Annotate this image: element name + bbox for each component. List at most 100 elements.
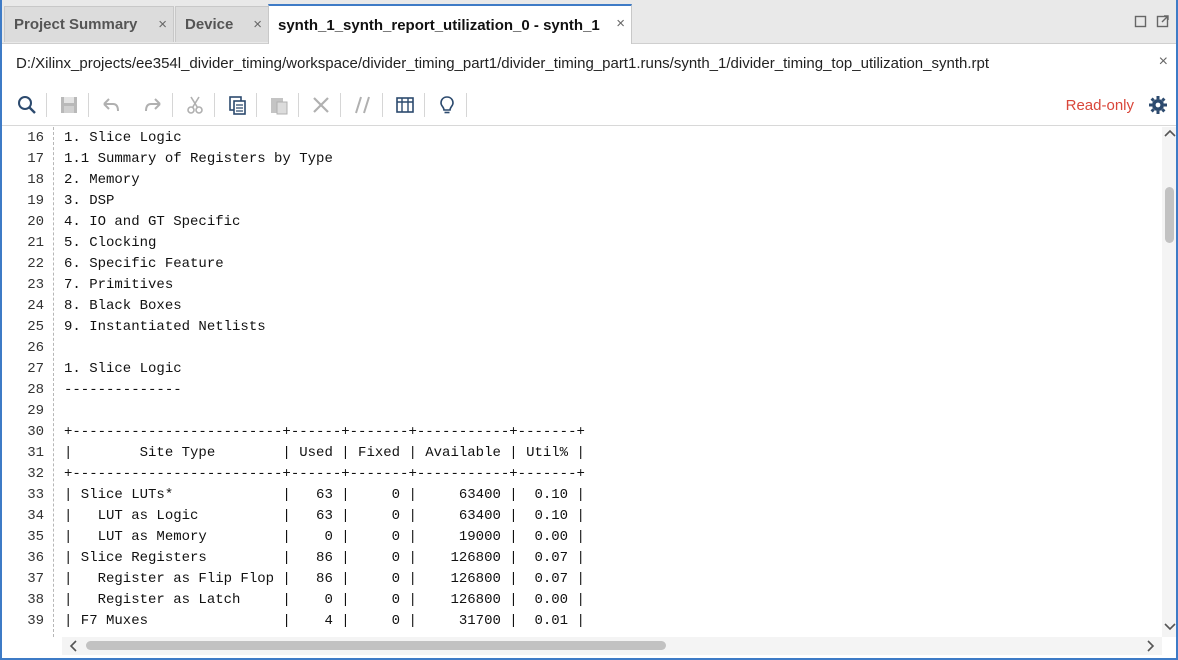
close-icon[interactable]: × — [253, 16, 262, 33]
file-path: D:/Xilinx_projects/ee354l_divider_timing… — [16, 55, 990, 72]
line-number: 27 — [27, 361, 44, 377]
line-number: 17 — [27, 151, 44, 167]
line-text: | Register as Flip Flop | 86 | 0 | 12680… — [64, 571, 585, 587]
line-number: 26 — [27, 340, 44, 356]
close-icon[interactable]: × — [1158, 53, 1168, 70]
tab-utilization-report[interactable]: synth_1_synth_report_utilization_0 - syn… — [268, 4, 632, 44]
code-line[interactable]: 37 | Register as Flip Flop | 86 | 0 | 126… — [2, 569, 1162, 590]
code-line[interactable]: 32 +-------------------------+------+----… — [2, 464, 1162, 485]
line-number: 23 — [27, 277, 44, 293]
line-number: 21 — [27, 235, 44, 251]
code-line[interactable]: 17 1.1 Summary of Registers by Type — [2, 149, 1162, 170]
line-number: 24 — [27, 298, 44, 314]
scroll-right-icon[interactable] — [1146, 640, 1156, 655]
horizontal-scrollbar[interactable] — [62, 637, 1162, 655]
lightbulb-icon[interactable] — [436, 94, 458, 116]
save-icon[interactable] — [58, 94, 80, 116]
tab-device[interactable]: Device × — [175, 6, 269, 42]
tab-label: Project Summary — [14, 16, 138, 33]
line-number: 39 — [27, 613, 44, 629]
line-number: 37 — [27, 571, 44, 587]
close-icon[interactable]: × — [158, 16, 167, 33]
line-text: 5. Clocking — [64, 235, 157, 251]
scroll-down-icon[interactable] — [1164, 621, 1176, 635]
code-line[interactable]: 23 7. Primitives — [2, 275, 1162, 296]
tab-bar: Project Summary × Device × synth_1_synth… — [2, 0, 1176, 44]
columns-icon[interactable] — [394, 94, 416, 116]
tab-label: Device — [185, 16, 234, 33]
line-text: 8. Black Boxes — [64, 298, 182, 314]
search-icon[interactable] — [16, 94, 38, 116]
line-number: 33 — [27, 487, 44, 503]
undo-icon[interactable] — [100, 94, 122, 116]
line-number: 31 — [27, 445, 44, 461]
line-number: 30 — [27, 424, 44, 440]
code-line[interactable]: 18 2. Memory — [2, 170, 1162, 191]
line-number: 20 — [27, 214, 44, 230]
tab-label: synth_1_synth_report_utilization_0 - syn… — [278, 16, 600, 34]
line-number: 25 — [27, 319, 44, 335]
line-number: 28 — [27, 382, 44, 398]
code-line[interactable]: 33 | Slice LUTs* | 63 | 0 | 63400 | 0.10 … — [2, 485, 1162, 506]
paste-icon[interactable] — [268, 94, 290, 116]
line-text: -------------- — [64, 382, 182, 398]
code-line[interactable]: 34 | LUT as Logic | 63 | 0 | 63400 | 0.10… — [2, 506, 1162, 527]
line-number: 35 — [27, 529, 44, 545]
code-line[interactable]: 35 | LUT as Memory | 0 | 0 | 19000 | 0.00… — [2, 527, 1162, 548]
line-text: | LUT as Memory | 0 | 0 | 19000 | 0.00 | — [64, 529, 585, 545]
code-line[interactable]: 24 8. Black Boxes — [2, 296, 1162, 317]
code-line[interactable]: 36 | Slice Registers | 86 | 0 | 126800 | … — [2, 548, 1162, 569]
editor-toolbar: Read-only — [2, 84, 1176, 126]
code-line[interactable]: 27 1. Slice Logic — [2, 359, 1162, 380]
code-line[interactable]: 29 — [2, 401, 1162, 422]
tab-project-summary[interactable]: Project Summary × — [4, 6, 174, 42]
close-icon[interactable]: × — [616, 15, 625, 32]
line-number: 19 — [27, 193, 44, 209]
code-line[interactable]: 21 5. Clocking — [2, 233, 1162, 254]
line-text: +-------------------------+------+------… — [64, 424, 585, 440]
code-line[interactable]: 20 4. IO and GT Specific — [2, 212, 1162, 233]
line-text: 6. Specific Feature — [64, 256, 224, 272]
scroll-left-icon[interactable] — [68, 640, 78, 655]
line-text: | F7 Muxes | 4 | 0 | 31700 | 0.01 | — [64, 613, 585, 629]
line-number: 32 — [27, 466, 44, 482]
report-text-area[interactable]: 16 1. Slice Logic 17 1.1 Summary of Registe… — [2, 127, 1162, 637]
line-text: | Register as Latch | 0 | 0 | 126800 | 0… — [64, 592, 585, 608]
line-text: | Slice LUTs* | 63 | 0 | 63400 | 0.10 | — [64, 487, 585, 503]
maximize-icon[interactable] — [1156, 14, 1170, 28]
code-line[interactable]: 25 9. Instantiated Netlists — [2, 317, 1162, 338]
comment-icon[interactable] — [352, 94, 374, 116]
copy-icon[interactable] — [226, 94, 248, 116]
code-line[interactable]: 38 | Register as Latch | 0 | 0 | 126800 |… — [2, 590, 1162, 611]
line-text: 1. Slice Logic — [64, 130, 182, 146]
code-line[interactable]: 22 6. Specific Feature — [2, 254, 1162, 275]
line-text: 1.1 Summary of Registers by Type — [64, 151, 333, 167]
line-text: 4. IO and GT Specific — [64, 214, 241, 230]
delete-icon[interactable] — [310, 94, 332, 116]
gear-icon[interactable] — [1148, 95, 1168, 115]
line-number: 29 — [27, 403, 44, 419]
restore-icon[interactable] — [1134, 14, 1148, 28]
code-line[interactable]: 30 +-------------------------+------+----… — [2, 422, 1162, 443]
line-text: | Site Type | Used | Fixed | Available |… — [64, 445, 585, 461]
code-line[interactable]: 31 | Site Type | Used | Fixed | Available… — [2, 443, 1162, 464]
line-text: | LUT as Logic | 63 | 0 | 63400 | 0.10 | — [64, 508, 585, 524]
vertical-scroll-thumb[interactable] — [1165, 187, 1174, 243]
redo-icon[interactable] — [142, 94, 164, 116]
line-number: 18 — [27, 172, 44, 188]
code-line[interactable]: 28 -------------- — [2, 380, 1162, 401]
line-number: 16 — [27, 130, 44, 146]
scroll-up-icon[interactable] — [1164, 127, 1176, 141]
line-text: 7. Primitives — [64, 277, 174, 293]
horizontal-scroll-thumb[interactable] — [86, 641, 666, 650]
cut-icon[interactable] — [184, 94, 206, 116]
line-text: 2. Memory — [64, 172, 140, 188]
code-line[interactable]: 26 — [2, 338, 1162, 359]
code-line[interactable]: 39 | F7 Muxes | 4 | 0 | 31700 | 0.01 | — [2, 611, 1162, 632]
line-number: 34 — [27, 508, 44, 524]
code-line[interactable]: 19 3. DSP — [2, 191, 1162, 212]
vertical-scrollbar[interactable] — [1162, 127, 1176, 637]
line-text: 3. DSP — [64, 193, 115, 209]
code-line[interactable]: 16 1. Slice Logic — [2, 128, 1162, 149]
